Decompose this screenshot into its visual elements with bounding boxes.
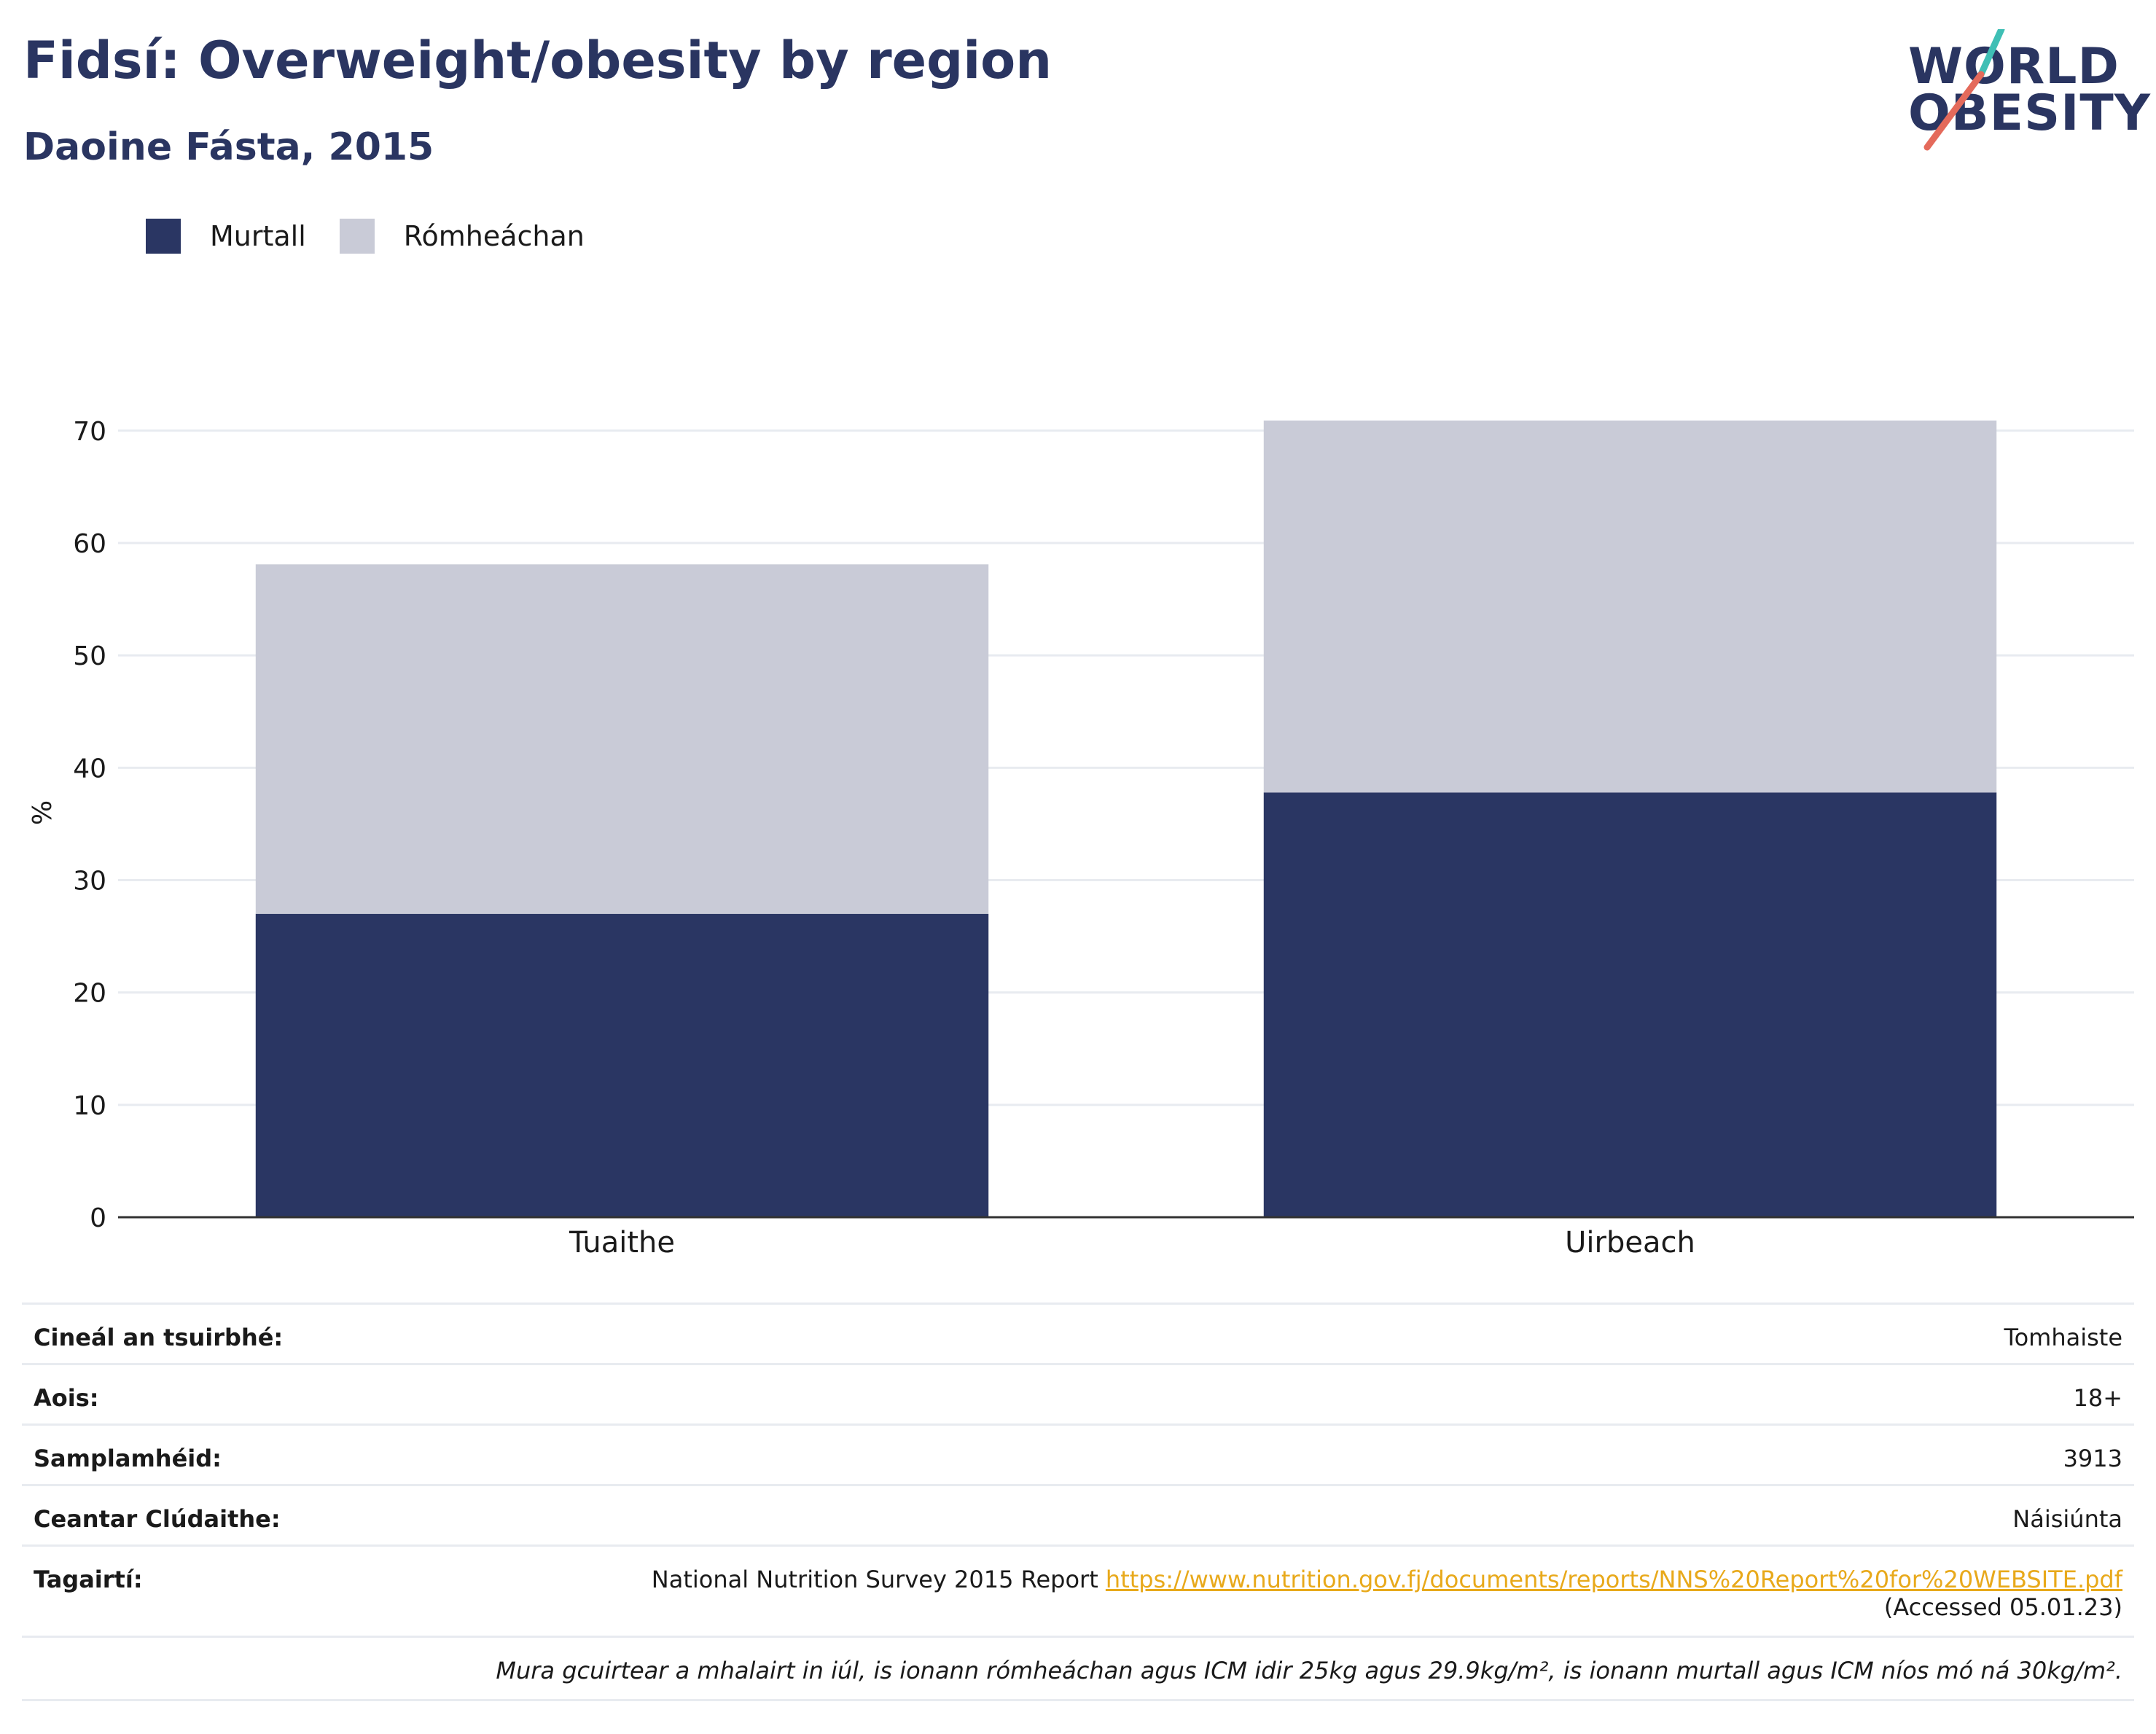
- legend-label-murtall: Murtall: [210, 220, 306, 252]
- info-row-sample: Samplamhéid: 3913: [22, 1423, 2134, 1484]
- age-value: 18+: [2073, 1384, 2122, 1412]
- chart-legend: Murtall Rómheáchan: [146, 216, 618, 257]
- y-tick-label-60: 60: [73, 529, 106, 559]
- x-tick-label-tuaithe: Tuaithe: [569, 1226, 675, 1260]
- bar-tuaithe-romheachan: [255, 564, 989, 914]
- age-label: Aois:: [34, 1384, 99, 1412]
- y-tick-label-10: 10: [73, 1091, 106, 1121]
- info-row-age: Aois: 18+: [22, 1363, 2134, 1423]
- bar-uirbeach-murtall: [1263, 792, 1997, 1217]
- reference-title: National Nutrition Survey 2015 Report: [651, 1566, 1098, 1593]
- legend-item-murtall: Murtall: [146, 219, 306, 254]
- y-tick-label-30: 30: [73, 867, 106, 897]
- reference-accessed: (Accessed 05.01.23): [1883, 1593, 2122, 1621]
- legend-label-romheachan: Rómheáchan: [403, 220, 585, 252]
- chart-title: Fidsí: Overweight/obesity by region: [23, 31, 1052, 90]
- legend-swatch-murtall: [146, 219, 181, 254]
- references-label: Tagairtí:: [34, 1566, 143, 1593]
- info-table: Cineál an tsuirbhé: Tomhaiste Aois: 18+ …: [22, 1303, 2134, 1701]
- survey-type-value: Tomhaiste: [2004, 1324, 2122, 1351]
- legend-item-romheachan: Rómheáchan: [339, 219, 585, 254]
- sample-label: Samplamhéid:: [34, 1445, 222, 1472]
- logo-slash-icon: [1923, 29, 2005, 151]
- y-tick-label-20: 20: [73, 979, 106, 1009]
- info-row-note: Mura gcuirtear a mhalairt in iúl, is ion…: [22, 1636, 2134, 1701]
- world-obesity-logo: WORLD OBESITY: [1895, 29, 2150, 160]
- references-value: National Nutrition Survey 2015 Report ht…: [652, 1547, 2122, 1636]
- bar-chart: 0 10 20 30 40 50 60 70% Tuaithe Uirbeach: [28, 417, 2134, 1260]
- definition-note: Mura gcuirtear a mhalairt in iúl, is ion…: [496, 1657, 2122, 1684]
- info-row-area: Ceantar Clúdaithe: Náisiúnta: [22, 1484, 2134, 1544]
- y-tick-label-0: 0: [90, 1203, 106, 1233]
- y-tick-label-50: 50: [73, 641, 106, 671]
- bar-uirbeach-romheachan: [1263, 420, 1997, 793]
- survey-type-label: Cineál an tsuirbhé:: [34, 1324, 284, 1351]
- area-label: Ceantar Clúdaithe:: [34, 1505, 281, 1533]
- bar-tuaithe-murtall: [255, 913, 989, 1217]
- info-row-survey-type: Cineál an tsuirbhé: Tomhaiste: [22, 1303, 2134, 1363]
- y-axis-label: %: [28, 800, 58, 825]
- legend-swatch-romheachan: [339, 219, 375, 254]
- area-value: Náisiúnta: [2012, 1505, 2122, 1533]
- x-tick-label-uirbeach: Uirbeach: [1565, 1226, 1695, 1260]
- sample-value: 3913: [2063, 1445, 2122, 1472]
- y-tick-label-40: 40: [73, 754, 106, 784]
- logo-text-world: WORLD: [1908, 38, 2120, 95]
- reference-link[interactable]: https://www.nutrition.gov.fj/documents/r…: [1105, 1566, 2122, 1593]
- info-row-references: Tagairtí: National Nutrition Survey 2015…: [22, 1544, 2134, 1636]
- y-tick-label-70: 70: [73, 417, 106, 447]
- chart-subtitle: Daoine Fásta, 2015: [23, 125, 434, 169]
